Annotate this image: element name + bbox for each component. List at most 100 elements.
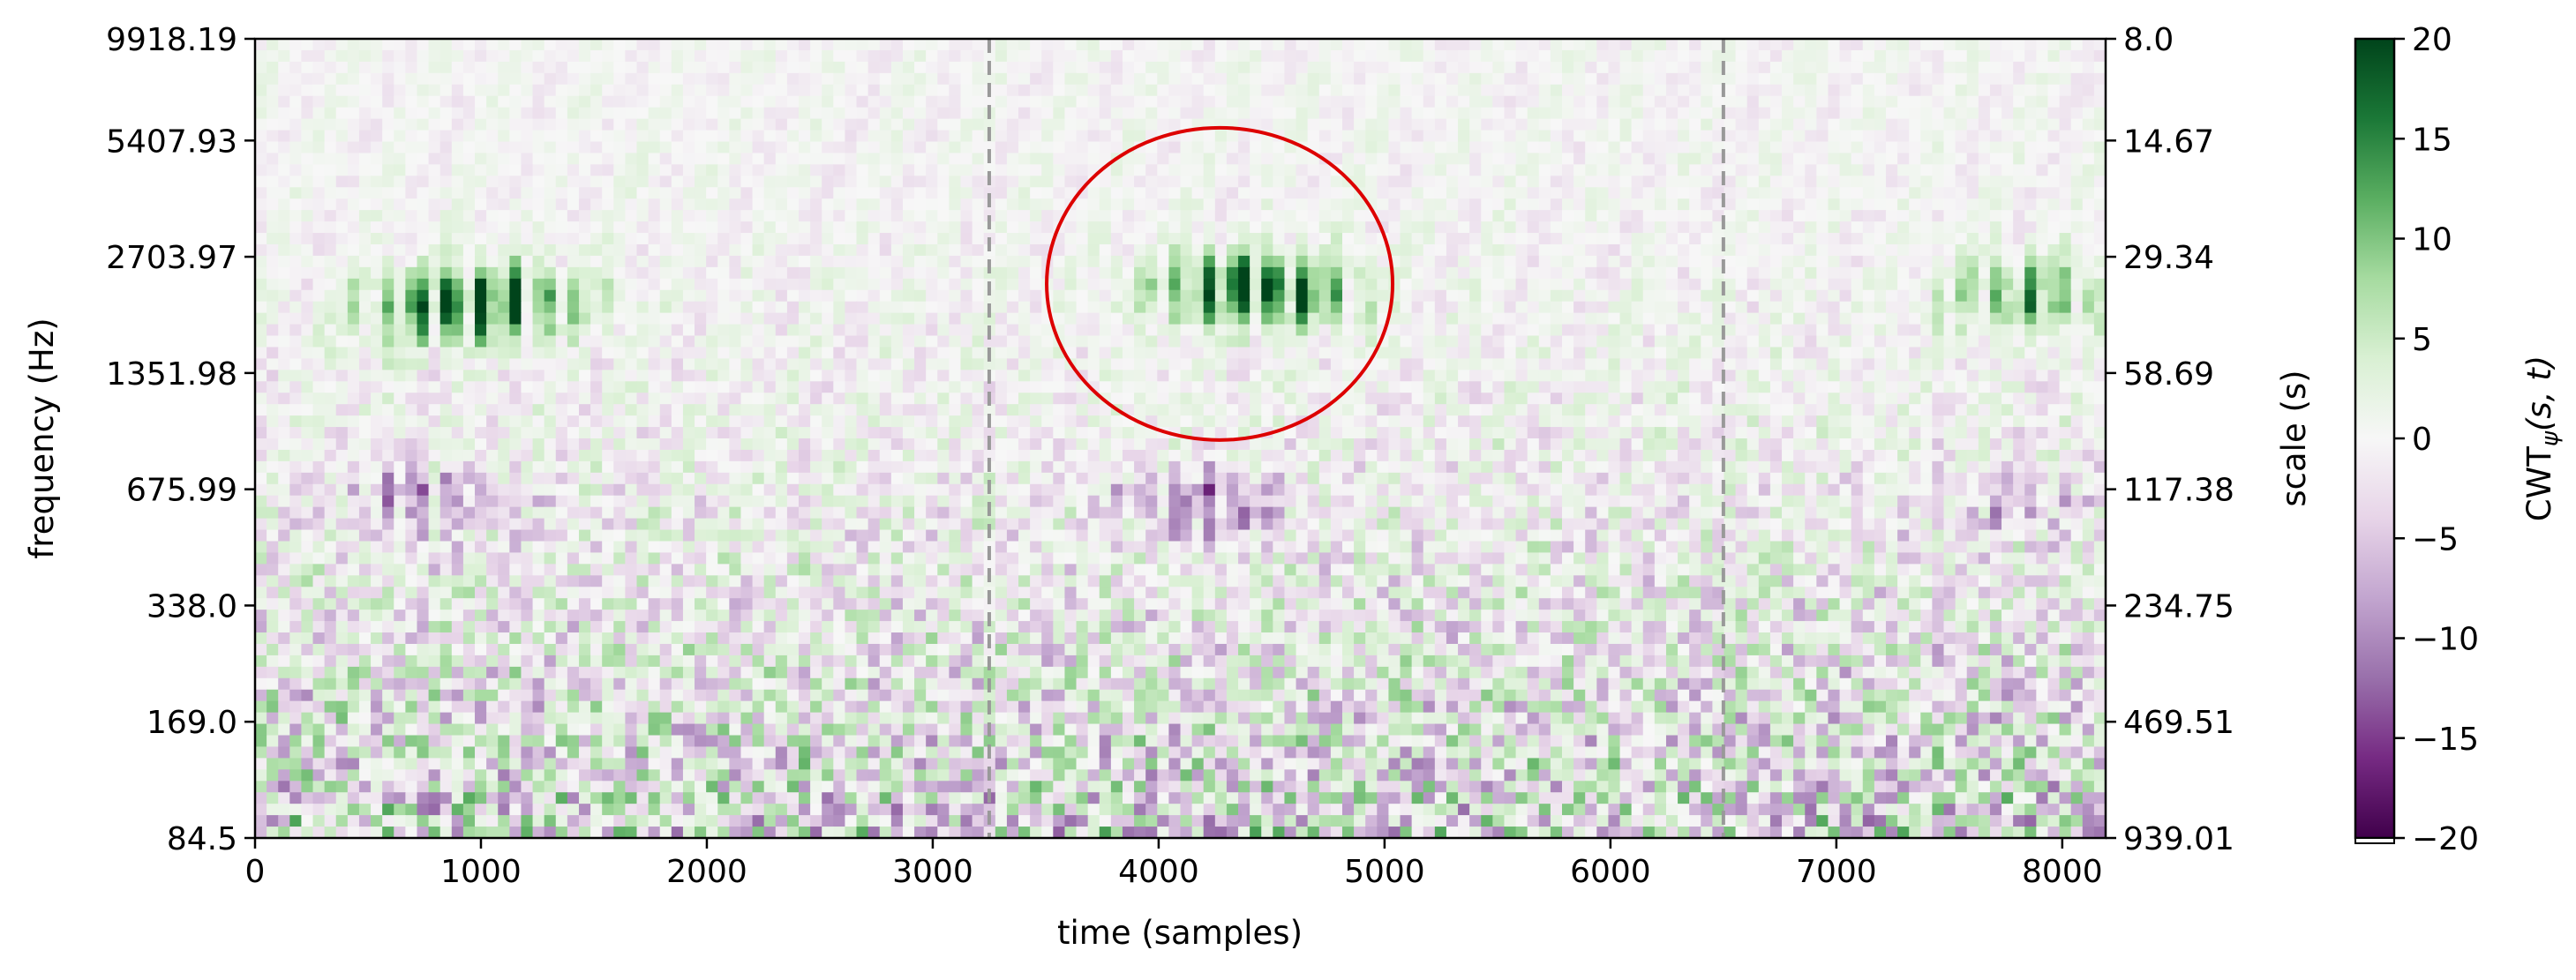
heatmap-cell xyxy=(1064,187,1078,199)
heatmap-cell xyxy=(1932,221,1945,234)
heatmap-cell xyxy=(371,278,383,291)
heatmap-cell xyxy=(1053,49,1066,63)
heatmap-cell xyxy=(1920,266,1934,280)
heatmap-cell xyxy=(695,84,707,97)
heatmap-cell xyxy=(521,130,534,143)
heatmap-cell xyxy=(1122,289,1135,303)
heatmap-cell xyxy=(1966,243,1979,257)
heatmap-cell xyxy=(856,324,869,337)
heatmap-cell xyxy=(1654,176,1667,188)
heatmap-cell xyxy=(475,347,487,359)
heatmap-cell xyxy=(1897,233,1910,245)
heatmap-cell xyxy=(1122,221,1135,234)
heatmap-cell xyxy=(602,266,614,280)
heatmap-cell xyxy=(740,118,754,131)
heatmap-cell xyxy=(1746,141,1760,154)
heatmap-cell xyxy=(347,72,360,86)
heatmap-cell xyxy=(509,72,522,86)
heatmap-cell xyxy=(625,233,638,245)
heatmap-cell xyxy=(960,49,973,63)
heatmap-cell xyxy=(1550,370,1563,382)
heatmap-cell xyxy=(995,61,1008,74)
heatmap-cell xyxy=(1828,312,1841,325)
heatmap-cell xyxy=(902,49,915,63)
heatmap-cell xyxy=(1434,210,1447,222)
heatmap-cell xyxy=(729,335,742,348)
heatmap-cell xyxy=(382,61,394,74)
heatmap-cell xyxy=(1943,289,1956,303)
heatmap-cell xyxy=(358,347,372,359)
heatmap-cell xyxy=(1504,210,1517,222)
heatmap-cell xyxy=(1273,198,1286,211)
heatmap-cell xyxy=(1076,278,1089,291)
heatmap-cell xyxy=(752,210,765,222)
heatmap-cell xyxy=(1203,95,1216,108)
heatmap-cell xyxy=(740,289,754,303)
heatmap-cell xyxy=(613,198,626,211)
heatmap-cell xyxy=(417,221,430,234)
heatmap-cell xyxy=(1423,278,1436,291)
heatmap-cell xyxy=(335,210,349,222)
heatmap-cell xyxy=(544,164,557,176)
heatmap-cell xyxy=(509,130,522,143)
heatmap-cell xyxy=(1642,176,1656,188)
heatmap-cell xyxy=(1504,61,1517,74)
heatmap-cell xyxy=(1793,312,1806,325)
heatmap-cell xyxy=(1110,243,1123,257)
heatmap-cell xyxy=(1851,72,1864,86)
heatmap-cell xyxy=(567,381,580,393)
heatmap-cell xyxy=(1365,221,1378,234)
heatmap-cell xyxy=(1538,164,1551,176)
heatmap-cell xyxy=(1538,61,1551,74)
heatmap-cell xyxy=(428,358,441,370)
heatmap-cell xyxy=(521,255,534,268)
heatmap-cell xyxy=(532,289,545,303)
heatmap-cell xyxy=(1654,198,1667,211)
heatmap-cell xyxy=(371,301,383,314)
heatmap-cell xyxy=(1885,278,1898,291)
heatmap-cell xyxy=(695,187,707,199)
heatmap-cell xyxy=(1769,61,1783,74)
heatmap-cell xyxy=(1596,243,1610,257)
heatmap-cell xyxy=(902,141,915,154)
heatmap-cell xyxy=(1134,95,1146,108)
heatmap-cell xyxy=(1458,347,1470,359)
heatmap-cell xyxy=(1203,72,1216,86)
heatmap-cell xyxy=(1087,255,1100,268)
heatmap-cell xyxy=(324,393,337,405)
heatmap-cell xyxy=(567,72,580,86)
heatmap-cell xyxy=(1261,289,1273,303)
heatmap-cell xyxy=(706,153,718,165)
heatmap-cell xyxy=(1955,289,1968,303)
heatmap-cell xyxy=(2036,347,2049,359)
heatmap-cell xyxy=(1665,233,1679,245)
heatmap-cell xyxy=(1250,95,1262,108)
heatmap-cell xyxy=(462,187,476,199)
heatmap-cell xyxy=(1469,221,1482,234)
heatmap-cell xyxy=(867,335,881,348)
heatmap-cell xyxy=(1943,153,1956,165)
heatmap-cell xyxy=(2013,370,2025,382)
heatmap-cell xyxy=(1758,324,1771,337)
heatmap-cell xyxy=(763,347,777,359)
heatmap-cell xyxy=(278,118,290,131)
heatmap-cell xyxy=(544,187,557,199)
heatmap-cell xyxy=(879,347,892,359)
heatmap-cell xyxy=(1746,49,1760,63)
heatmap-cell xyxy=(659,141,672,154)
heatmap-cell xyxy=(555,39,568,51)
heatmap-cell xyxy=(1261,255,1273,268)
heatmap-cell xyxy=(786,164,800,176)
heatmap-cell xyxy=(1816,266,1829,280)
heatmap-cell xyxy=(1701,72,1713,86)
heatmap-cell xyxy=(1515,358,1528,370)
heatmap-cell xyxy=(879,221,892,234)
heatmap-cell xyxy=(1932,335,1945,348)
heatmap-cell xyxy=(1469,233,1482,245)
heatmap-cell xyxy=(1839,49,1852,63)
heatmap-cell xyxy=(1469,301,1482,314)
heatmap-cell xyxy=(462,130,476,143)
heatmap-cell xyxy=(1411,130,1424,143)
heatmap-cell xyxy=(1816,72,1829,86)
heatmap-cell xyxy=(729,107,742,120)
